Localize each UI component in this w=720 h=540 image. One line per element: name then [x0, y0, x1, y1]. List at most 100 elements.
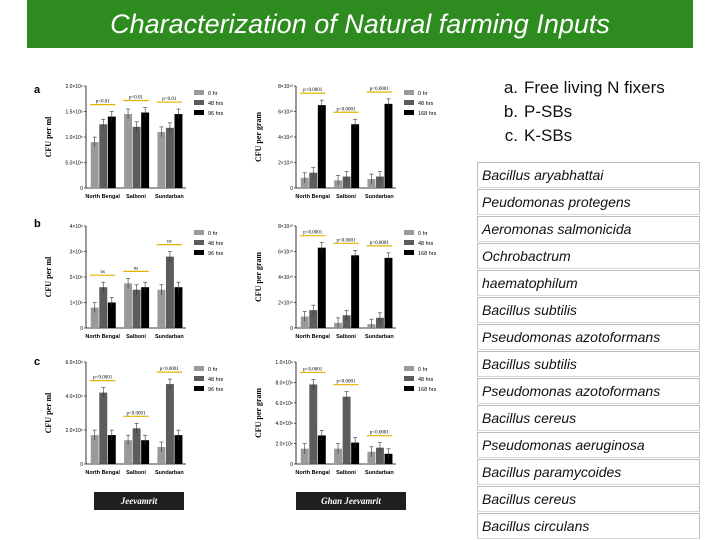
y-tick-label: 1×10⁵: [70, 301, 83, 307]
legend-label: 0 hr: [208, 91, 218, 97]
bar: [375, 317, 384, 328]
type-item: c. K-SBs: [484, 124, 694, 148]
species-item: Bacillus cereus: [477, 486, 700, 511]
y-tick-label: 8.0×10⁸: [275, 380, 293, 386]
category-label: Sundarban: [365, 194, 394, 200]
bar: [317, 105, 326, 188]
legend-swatch: [404, 386, 414, 391]
species-item: Pseudomonas azotoformans: [477, 378, 700, 403]
y-axis-label: CFU per ml: [44, 116, 53, 158]
legend-swatch: [404, 250, 414, 255]
bar: [351, 255, 360, 328]
type-item: b. P-SBs: [484, 100, 694, 124]
species-item: Aeromonas salmonicida: [477, 216, 700, 241]
type-item: a. Free living N fixers: [484, 76, 694, 100]
category-label: North Bengal: [295, 334, 330, 340]
bar: [99, 124, 108, 188]
legend-swatch: [194, 376, 204, 381]
species-item: Bacillus circulans: [477, 513, 700, 538]
bar-chart-svg: CFU per gram 0 2×10¹⁰ 4×10¹⁰ 6×10¹⁰ 8×10¹⁰ Nor…: [254, 84, 437, 200]
bar: [174, 287, 183, 328]
y-tick-label: 2×10¹⁰: [278, 161, 293, 167]
bar: [107, 302, 116, 328]
legend-label: 48 hrs: [208, 377, 224, 383]
legend-label: 0 hr: [418, 231, 428, 237]
bar: [124, 440, 133, 464]
legend-label: 48 hrs: [208, 241, 224, 247]
legend-swatch: [404, 376, 414, 381]
bar: [300, 448, 309, 464]
caption-jeevamrit: Jeevamrit: [94, 492, 184, 510]
y-tick-label: 8×10¹⁰: [278, 84, 293, 90]
legend-label: 168 hrs: [418, 251, 437, 257]
type-text: P-SBs: [524, 102, 573, 121]
legend-label: 0 hr: [418, 91, 428, 97]
bar: [384, 453, 393, 464]
legend-label: 48 hrs: [418, 101, 434, 107]
category-label: North Bengal: [295, 194, 330, 200]
bar: [90, 307, 99, 328]
y-axis-label: CFU per gram: [254, 112, 263, 162]
y-tick-label: 5.0×10⁴: [65, 161, 83, 167]
y-tick-label: 2×10⁵: [70, 275, 83, 281]
category-label: Sundarban: [365, 334, 394, 340]
panel-letter-b: b: [34, 218, 41, 230]
y-tick-label: 6×10¹⁰: [278, 250, 293, 256]
y-axis-label: CFU per ml: [44, 256, 53, 298]
legend-label: 0 hr: [418, 367, 428, 373]
legend-swatch: [194, 90, 204, 95]
figure-panel: a b c CFU per ml 0 5.0×10⁴ 1.0×10⁵ 1.5×10⁵ 2.…: [30, 72, 470, 520]
category-label: Sundarban: [155, 470, 184, 476]
species-list: Bacillus aryabhattai Peudomonas protegen…: [477, 162, 700, 540]
bar: [351, 442, 360, 464]
bar: [90, 142, 99, 188]
legend-label: 168 hrs: [418, 111, 437, 117]
bar: [90, 435, 99, 464]
legend-label: 0 hr: [208, 367, 218, 373]
bar: [124, 114, 133, 188]
y-axis-label: CFU per gram: [254, 252, 263, 302]
bar: [141, 112, 150, 188]
legend-swatch: [194, 110, 204, 115]
bar: [334, 448, 343, 464]
y-tick-label: 4×10⁵: [70, 224, 83, 230]
legend-swatch: [194, 240, 204, 245]
legend-swatch: [194, 100, 204, 105]
bar: [384, 103, 393, 188]
category-label: North Bengal: [85, 470, 120, 476]
legend-swatch: [404, 366, 414, 371]
y-tick-label: 0: [290, 326, 293, 332]
bar: [174, 114, 183, 188]
legend-swatch: [404, 90, 414, 95]
legend-label: 96 hrs: [208, 251, 224, 257]
bar-chart-svg: CFU per ml 0 5.0×10⁴ 1.0×10⁵ 1.5×10⁵ 2.0×10⁵ N…: [44, 84, 224, 200]
bar: [309, 310, 318, 328]
category-label: Sundarban: [155, 194, 184, 200]
bar: [317, 435, 326, 464]
bar: [157, 289, 166, 328]
legend-swatch: [194, 250, 204, 255]
panel-letter-c: c: [34, 356, 41, 368]
legend-label: 0 hr: [208, 231, 218, 237]
bar-chart-svg: CFU per ml 0 2.0×10⁵ 4.0×10⁵ 6.0×10⁵ North Be…: [44, 360, 224, 476]
significance-label: ns: [167, 240, 172, 245]
chart-b-left: CFU per ml 0 1×10⁵ 2×10⁵ 3×10⁵ 4×10⁵ North Ben…: [42, 218, 248, 350]
category-label: Salboni: [336, 194, 356, 200]
y-tick-label: 0: [290, 186, 293, 192]
panel-letter-a: a: [34, 84, 41, 96]
type-text: K-SBs: [524, 126, 573, 145]
category-label: Salboni: [126, 194, 146, 200]
y-tick-label: 2.0×10⁵: [65, 84, 83, 90]
legend-swatch: [404, 230, 414, 235]
bar: [107, 435, 116, 464]
bar-chart-svg: CFU per ml 0 1×10⁵ 2×10⁵ 3×10⁵ 4×10⁵ North Ben…: [44, 224, 224, 340]
bar: [342, 315, 351, 328]
y-tick-label: 4.0×10⁸: [275, 421, 293, 427]
species-item: Bacillus subtilis: [477, 297, 700, 322]
legend-swatch: [404, 240, 414, 245]
y-tick-label: 8×10¹⁰: [278, 224, 293, 230]
y-tick-label: 4×10¹⁰: [278, 275, 293, 281]
chart-c-left: CFU per ml 0 2.0×10⁵ 4.0×10⁵ 6.0×10⁵ North Be…: [42, 354, 248, 486]
chart-c-right: CFU per gram 0 2.0×10⁸ 4.0×10⁸ 6.0×10⁸ 8.0×10…: [252, 354, 458, 486]
significance-label: p<0.01: [129, 96, 144, 101]
